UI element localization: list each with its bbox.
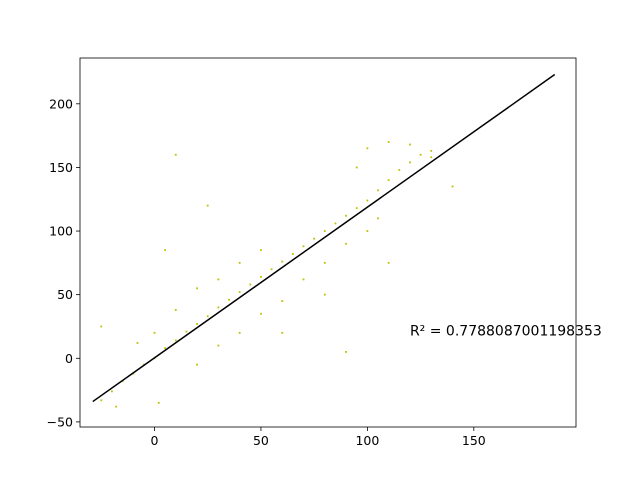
scatter-point [377, 217, 379, 220]
scatter-point [174, 339, 177, 342]
scatter-point [281, 260, 284, 263]
scatter-point [302, 245, 305, 248]
scatter-point [409, 143, 411, 146]
scatter-point [196, 287, 198, 290]
scatter-point [430, 149, 433, 152]
scatter-point [115, 405, 118, 408]
scatter-point [323, 261, 326, 264]
scatter-point [366, 147, 369, 150]
scatter-point [419, 153, 422, 156]
scatter-point [136, 342, 139, 344]
scatter-point [238, 331, 241, 334]
scatter-point [323, 293, 326, 296]
scatter-point [355, 207, 358, 210]
scatter-point [100, 399, 103, 402]
scatter-point [355, 166, 358, 169]
scatter-point [100, 325, 103, 328]
scatter-point [206, 204, 209, 207]
y-axis-ticks: −50 0 50 100 150 200 [47, 96, 80, 429]
scatter-point [387, 179, 390, 182]
scatter-point [217, 306, 220, 309]
y-tick-label: 200 [49, 96, 73, 111]
scatter-point [334, 222, 337, 225]
scatter-point [238, 291, 241, 294]
scatter-point [345, 351, 347, 353]
scatter-point [281, 300, 284, 302]
scatter-point [409, 161, 411, 164]
scatter-point [111, 390, 113, 393]
scatter-point [238, 261, 241, 264]
scatter-point [153, 331, 156, 334]
scatter-point [366, 230, 369, 232]
scatter-point [217, 278, 220, 281]
scatter-point [157, 401, 160, 404]
scatter-point [164, 249, 167, 252]
scatter-point [164, 347, 167, 350]
scatter-point [260, 249, 262, 252]
scatter-point [196, 363, 198, 366]
scatter-point [174, 153, 177, 156]
scatter-point [302, 278, 305, 281]
y-tick-label: 150 [49, 160, 73, 175]
scatter-point [398, 169, 401, 171]
scatter-point [323, 230, 326, 232]
y-tick-label: −50 [47, 414, 73, 429]
scatter-point [206, 315, 209, 318]
scatter-point [387, 261, 390, 264]
x-axis-ticks: 0 50 100 150 [151, 427, 486, 448]
x-tick-label: 50 [253, 433, 269, 448]
scatter-point [249, 283, 252, 286]
scatter-point [270, 268, 273, 271]
scatter-point [313, 237, 316, 240]
scatter-point [217, 344, 220, 347]
scatter-point [345, 214, 347, 217]
regression-line [92, 73, 556, 403]
x-tick-label: 0 [151, 433, 159, 448]
scatter-point [291, 253, 294, 255]
scatter-point [174, 309, 177, 311]
scatter-point [260, 312, 262, 315]
scatter-point [451, 185, 454, 188]
axes-frame [79, 57, 577, 428]
scatter-points [100, 141, 454, 408]
r-squared-annotation: R² = 0.7788087001198353 [410, 323, 602, 339]
x-tick-label: 100 [355, 433, 379, 448]
scatter-point [387, 141, 390, 143]
x-tick-label: 150 [462, 433, 486, 448]
scatter-point [260, 275, 262, 278]
scatter-point [196, 323, 198, 325]
scatter-point [281, 331, 284, 334]
scatter-point [377, 189, 379, 192]
scatter-point [345, 242, 347, 245]
y-tick-label: 50 [57, 287, 73, 302]
y-tick-label: 100 [49, 224, 73, 239]
scatter-point [430, 156, 433, 159]
fit-line-layer [92, 73, 556, 403]
scatter-point [185, 330, 188, 333]
scatter-point [228, 298, 230, 301]
y-tick-label: 0 [65, 351, 73, 366]
scatter-point [366, 199, 369, 202]
